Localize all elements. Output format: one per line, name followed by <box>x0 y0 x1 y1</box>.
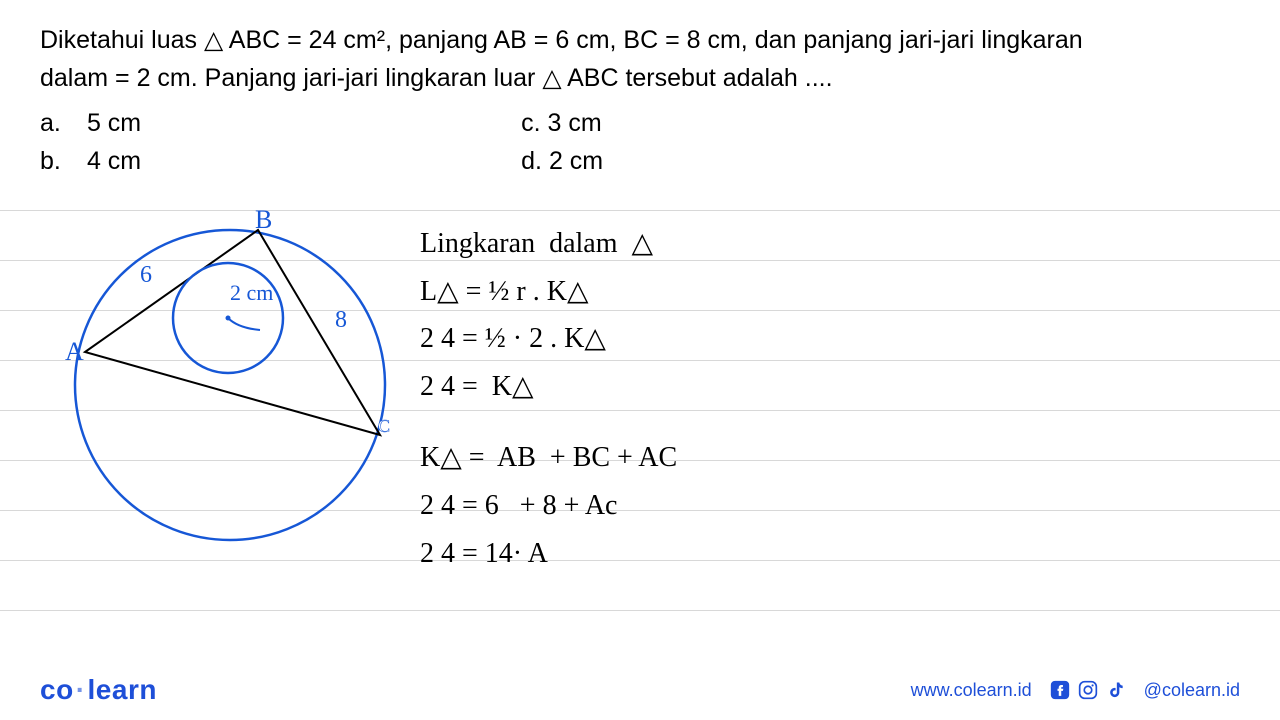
instagram-icon <box>1078 680 1098 700</box>
option-a-text: 5 cm <box>87 109 141 137</box>
website-url: www.colearn.id <box>911 680 1032 701</box>
page: Diketahui luas △ ABC = 24 cm², panjang A… <box>0 0 1280 720</box>
question-text: Diketahui luas △ ABC = 24 cm², panjang A… <box>40 22 1240 97</box>
option-c: c. 3 cm <box>521 105 603 143</box>
tiktok-icon <box>1106 680 1126 700</box>
label-a: A <box>65 337 84 366</box>
logo-part-2: learn <box>88 674 157 705</box>
footer: co·learn www.colearn.id @colearn.id <box>0 660 1280 720</box>
hw-line-4: 2 4 = K△ <box>420 363 677 411</box>
handwritten-solution: Lingkaran dalam △ L△ = ½ r . K△ 2 4 = ½ … <box>420 220 677 577</box>
options-left-col: a. 5 cm b. 4 cm <box>40 105 141 180</box>
option-b-label: b. <box>40 143 80 181</box>
logo-part-1: co <box>40 674 74 705</box>
hw-line-5: K△ = AB + BC + AC <box>420 434 677 482</box>
option-a-label: a. <box>40 105 80 143</box>
label-b: B <box>255 210 272 234</box>
options: a. 5 cm b. 4 cm c. 3 cm d. 2 cm <box>40 105 1240 180</box>
option-b-text: 4 cm <box>87 147 141 175</box>
option-a: a. 5 cm <box>40 105 141 143</box>
hw-line-7: 2 4 = 14· A <box>420 530 677 578</box>
hw-line-2: L△ = ½ r . K△ <box>420 268 677 316</box>
option-b: b. 4 cm <box>40 143 141 181</box>
label-radius-2cm: 2 cm <box>230 280 273 305</box>
option-d-label: d. <box>521 147 542 175</box>
outer-circle <box>75 230 385 540</box>
social-handle: @colearn.id <box>1144 680 1240 701</box>
label-c: C <box>378 416 390 436</box>
hw-gap <box>420 410 677 434</box>
option-d: d. 2 cm <box>521 143 603 181</box>
hw-line-1: Lingkaran dalam △ <box>420 220 677 268</box>
question-line-2: dalam = 2 cm. Panjang jari-jari lingkara… <box>40 64 833 92</box>
brand-logo: co·learn <box>40 674 157 706</box>
diagram-svg: A B C 6 8 2 cm <box>60 210 400 550</box>
option-d-text: 2 cm <box>549 147 603 175</box>
label-side-6: 6 <box>140 262 152 288</box>
option-c-text: 3 cm <box>548 109 602 137</box>
options-right-col: c. 3 cm d. 2 cm <box>521 105 603 180</box>
facebook-icon <box>1050 680 1070 700</box>
geometry-diagram: A B C 6 8 2 cm <box>60 210 400 550</box>
option-c-label: c. <box>521 109 540 137</box>
question-line-1: Diketahui luas △ ABC = 24 cm², panjang A… <box>40 26 1083 54</box>
logo-dot: · <box>76 674 86 705</box>
inner-radius-arc <box>228 318 260 330</box>
social-icons <box>1050 680 1126 700</box>
label-side-8: 8 <box>335 307 347 333</box>
hw-line-3: 2 4 = ½ · 2 . K△ <box>420 315 677 363</box>
hw-line-6: 2 4 = 6 + 8 + Ac <box>420 482 677 530</box>
footer-right: www.colearn.id @colearn.id <box>911 680 1240 701</box>
inner-center-dot <box>226 316 231 321</box>
question-block: Diketahui luas △ ABC = 24 cm², panjang A… <box>0 0 1280 180</box>
